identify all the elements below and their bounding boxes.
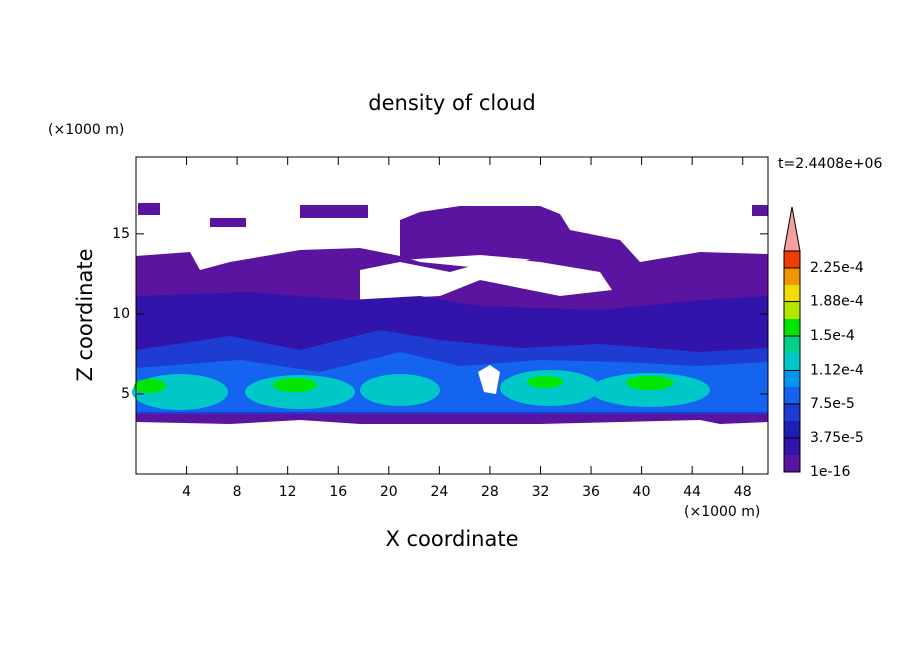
x-tick-label: 24	[430, 484, 448, 500]
x-tick-label: 32	[532, 484, 550, 500]
x-tick-label: 36	[582, 484, 600, 500]
y-axis-title: Z coordinate	[73, 248, 97, 381]
colorbar-band	[784, 370, 800, 387]
colorbar-band	[784, 251, 800, 268]
y-unit: (×1000 m)	[48, 122, 124, 138]
colorbar-band	[784, 336, 800, 353]
colorbar-tick-label: 3.75e-5	[810, 430, 864, 446]
colorbar-band	[784, 285, 800, 302]
x-tick-label: 44	[683, 484, 701, 500]
colorbar-band	[784, 387, 800, 404]
colorbar-tick-label: 1.88e-4	[810, 294, 864, 310]
x-tick-label: 8	[233, 484, 242, 500]
y-tick-label: 5	[121, 386, 130, 402]
colorbar-tick-label: 1e-16	[810, 464, 850, 480]
x-axis-title: X coordinate	[385, 527, 518, 551]
colorbar-band	[784, 319, 800, 336]
x-tick-label: 16	[329, 484, 347, 500]
x-tick-label: 20	[380, 484, 398, 500]
y-tick-label: 15	[112, 226, 130, 242]
colorbar-band	[784, 455, 800, 472]
colorbar-tick-label: 7.5e-5	[810, 396, 855, 412]
x-tick-label: 48	[734, 484, 752, 500]
colorbar-band	[784, 421, 800, 438]
colorbar-band	[784, 353, 800, 370]
colorbar-tick-label: 2.25e-4	[810, 260, 864, 276]
chart-title: density of cloud	[368, 91, 535, 115]
x-tick-label: 4	[182, 484, 191, 500]
colorbar-extend	[783, 206, 801, 252]
colorbar-tick-label: 1.12e-4	[810, 362, 864, 378]
y-tick-label: 10	[112, 306, 130, 322]
plot-frame	[135, 156, 769, 475]
colorbar-tick-label: 1.5e-4	[810, 328, 855, 344]
colorbar-band	[784, 404, 800, 421]
x-tick-label: 40	[633, 484, 651, 500]
colorbar-band	[784, 268, 800, 285]
colorbar-band	[784, 302, 800, 319]
colorbar-band	[784, 438, 800, 455]
x-unit: (×1000 m)	[684, 504, 760, 520]
annotation: t=2.4408e+06	[778, 156, 882, 172]
x-tick-label: 28	[481, 484, 499, 500]
contour-field	[132, 203, 768, 424]
x-tick-label: 12	[279, 484, 297, 500]
